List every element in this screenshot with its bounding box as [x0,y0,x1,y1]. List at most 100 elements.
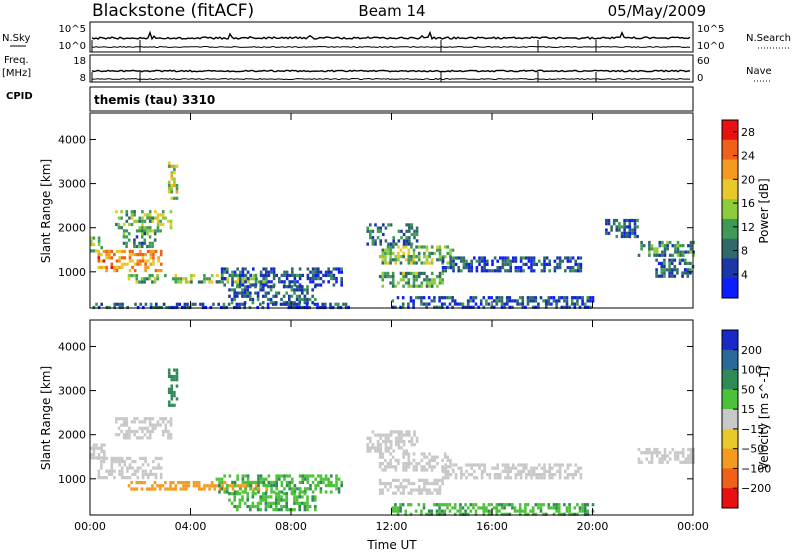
data-cell [430,468,434,472]
data-cell [195,484,198,488]
data-cell [210,484,214,488]
data-cell [139,302,142,306]
data-cell [301,501,304,505]
data-cell [522,469,525,473]
data-cell [625,225,629,229]
data-cell [149,472,153,476]
data-cell [132,274,136,278]
data-cell [113,302,116,306]
data-cell [384,248,387,252]
data-cell [413,443,416,447]
data-cell [159,222,162,227]
data-cell [161,484,165,488]
data-cell [242,280,245,284]
data-cell [527,266,531,270]
data-cell [177,277,180,281]
data-cell [303,492,307,496]
data-cell [423,455,426,459]
data-cell [679,244,682,248]
data-cell [374,223,377,227]
data-cell [120,216,123,220]
data-cell [581,299,584,303]
data-cell [402,485,405,489]
data-cell [280,297,283,302]
data-cell [319,277,323,281]
data-cell [314,508,317,512]
data-cell [130,274,133,278]
data-cell [123,249,127,253]
data-cell [138,426,142,430]
data-cell [534,299,538,303]
data-cell [687,447,690,452]
data-cell [170,190,174,194]
x-axis-label: Time UT [366,538,417,552]
data-cell [420,491,424,495]
data-cell [392,242,395,246]
data-cell [397,245,400,249]
data-cell [687,460,690,464]
data-cell [435,512,439,516]
data-cell [259,302,262,306]
data-cell [340,480,343,484]
data-cell [366,242,369,246]
data-cell [436,462,439,466]
data-cell [233,492,236,496]
data-cell [306,285,309,289]
data-cell [221,280,224,284]
data-cell [410,226,414,230]
data-cell [218,484,221,488]
data-cell [254,285,257,289]
data-cell [120,249,124,253]
data-cell [503,503,506,507]
data-cell [254,280,258,284]
data-cell [556,256,559,260]
data-cell [128,436,131,440]
data-cell [404,258,408,262]
data-cell [636,218,639,223]
data-cell [668,451,672,455]
data-cell [650,244,654,248]
data-cell [236,283,239,287]
data-cell [120,456,124,460]
data-cell [428,251,431,255]
data-cell [290,294,294,298]
data-cell [519,469,523,473]
data-cell [203,484,206,488]
data-cell [381,275,385,279]
data-cell [97,453,101,457]
data-cell [404,462,408,466]
data-cell [256,504,260,509]
data-cell [259,480,263,484]
data-cell [301,297,304,302]
data-cell [246,270,250,274]
data-cell [148,219,152,223]
data-cell [173,171,176,175]
data-cell [264,498,268,502]
data-cell [327,480,330,484]
data-cell [605,218,608,223]
data-cell [500,512,504,516]
data-cell [552,299,556,303]
data-cell [280,504,283,509]
data-cell [457,466,460,470]
data-cell [212,302,215,306]
data-cell [454,262,458,266]
data-cell [152,259,155,263]
data-cell [216,484,219,488]
data-cell [441,278,444,282]
data-cell [153,232,157,236]
data-cell [500,299,504,303]
data-cell [125,235,128,239]
data-cell [107,469,111,473]
data-cell [151,274,154,278]
data-cell [453,299,457,303]
data-cell [430,465,434,469]
data-cell [308,297,312,302]
data-cell [579,256,583,260]
data-cell [280,273,284,277]
data-cell [640,244,643,248]
data-cell [500,296,504,300]
data-cell [324,270,328,274]
data-cell [482,305,486,309]
data-cell [496,266,499,270]
